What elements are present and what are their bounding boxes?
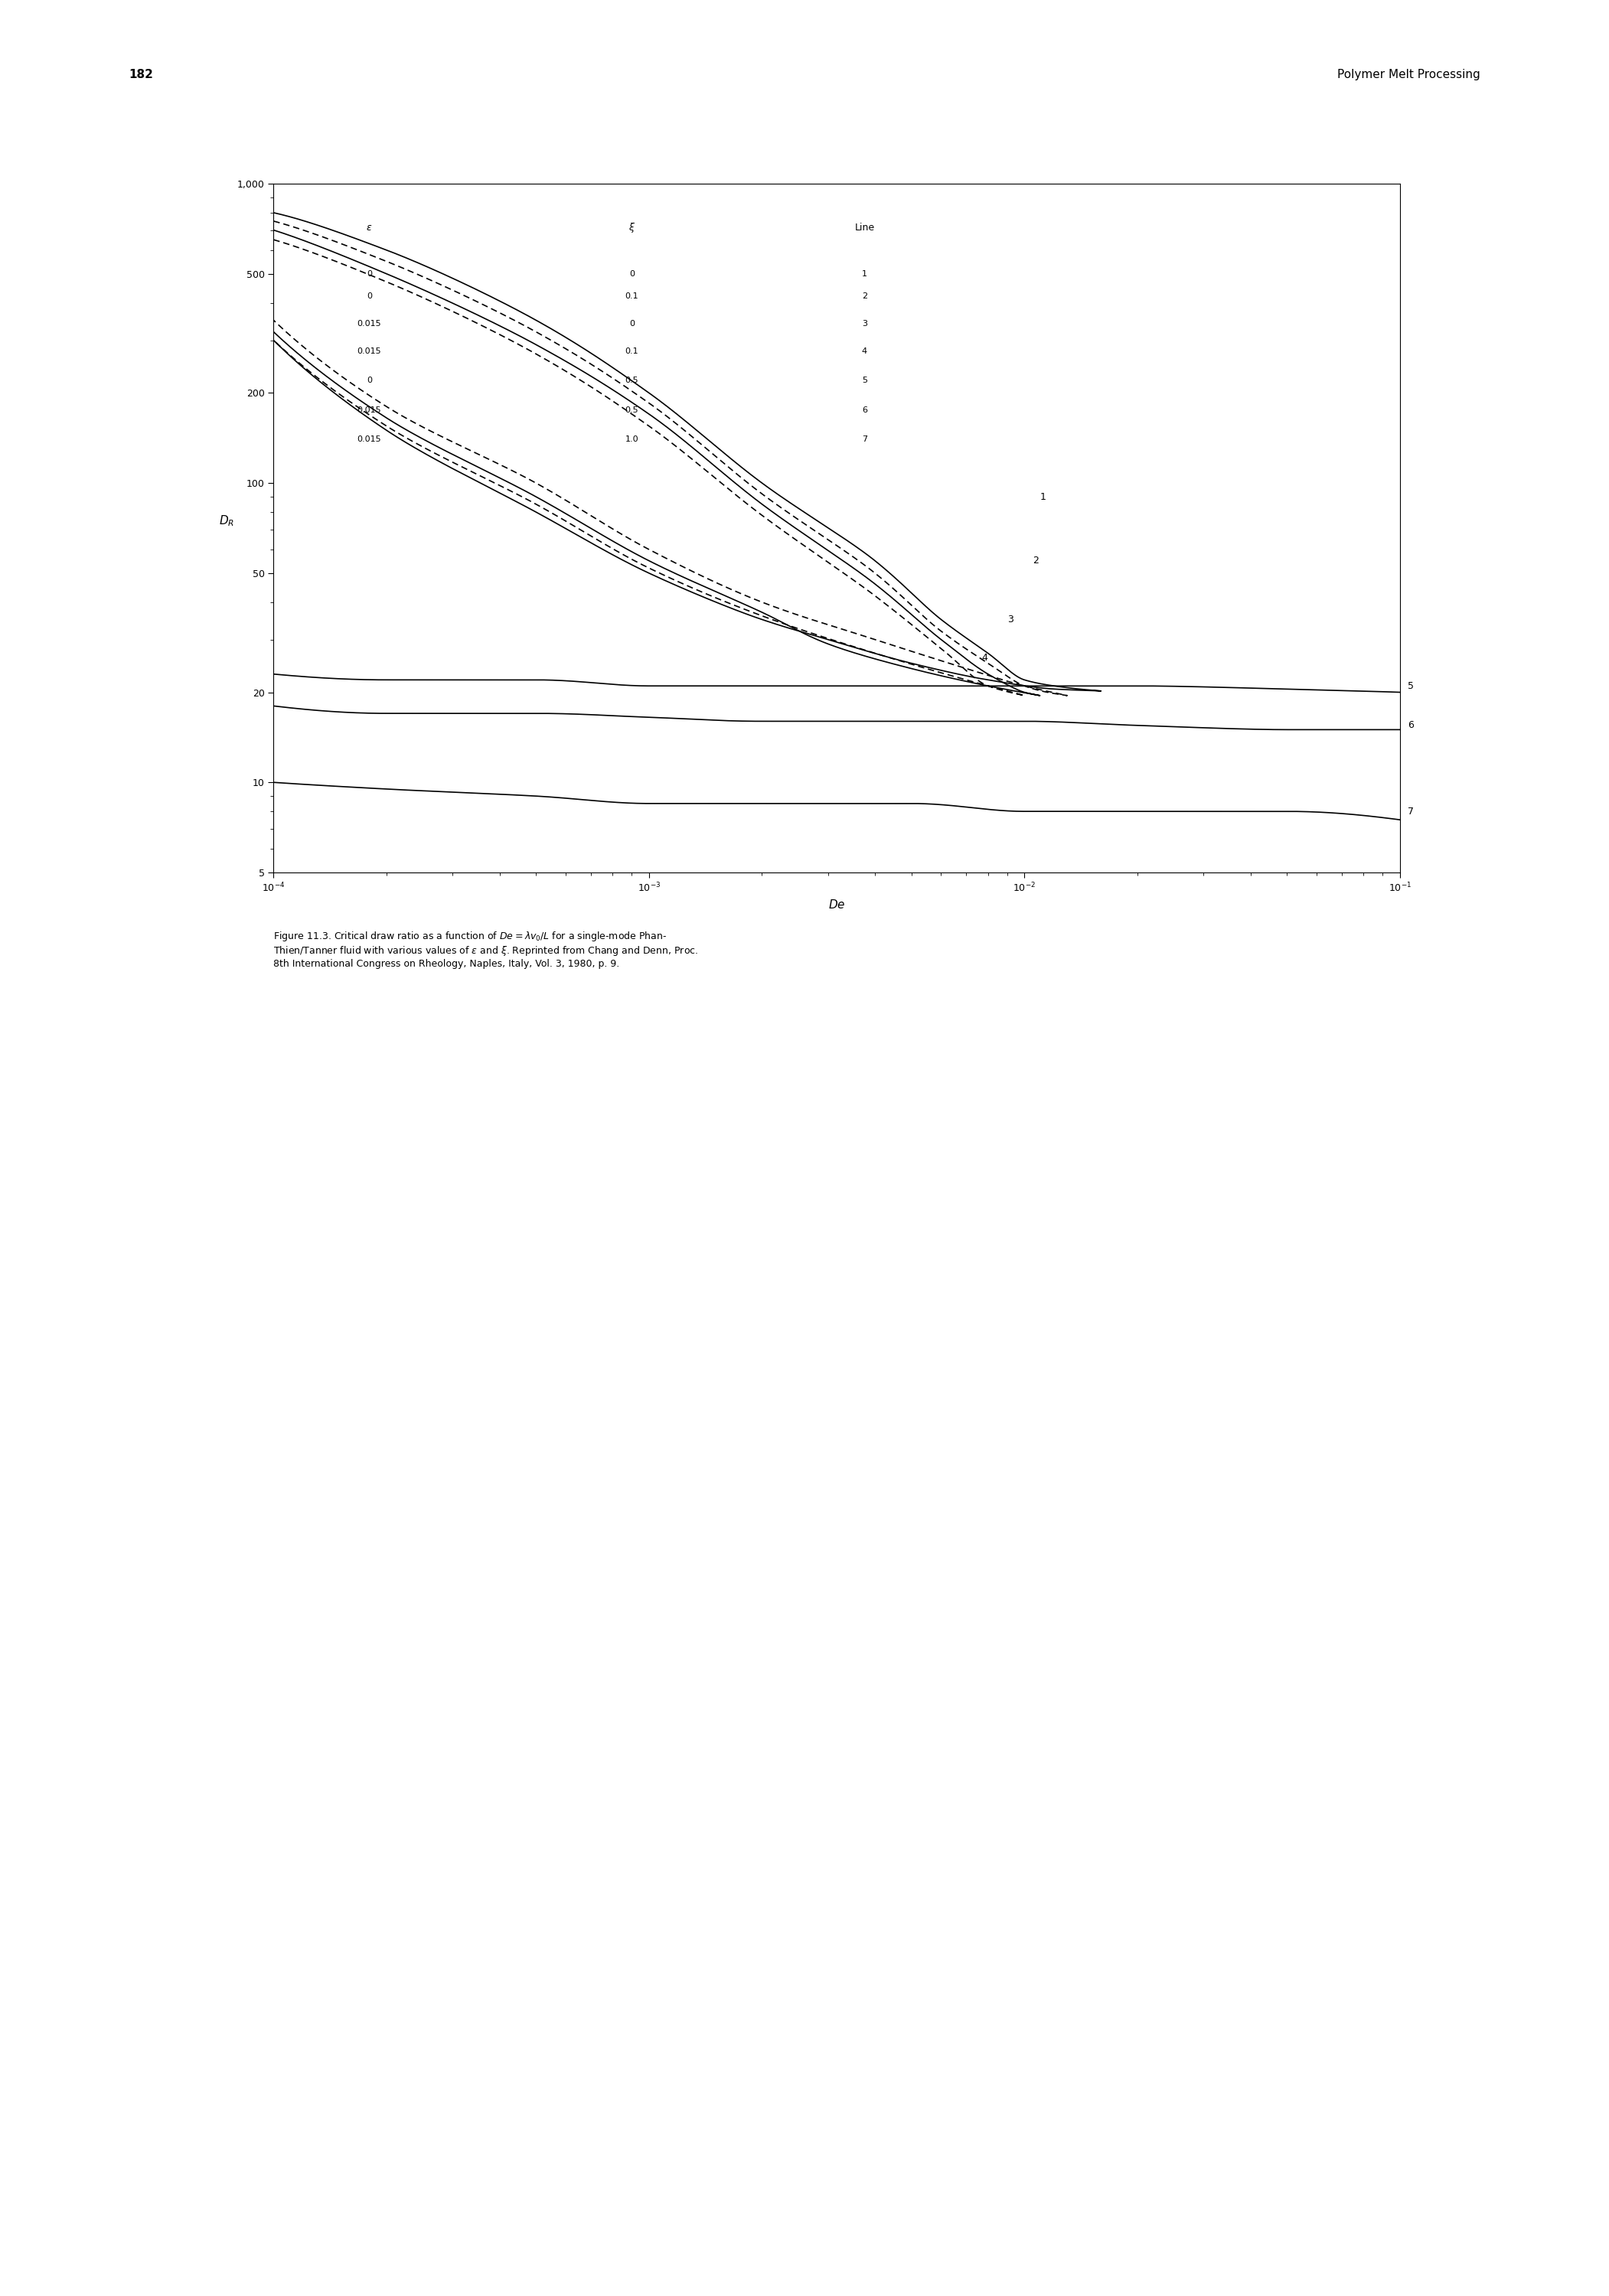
Text: 5: 5 [862,377,867,383]
Text: 182: 182 [129,69,153,80]
Y-axis label: $D_R$: $D_R$ [219,514,233,528]
Text: 0.1: 0.1 [624,292,639,301]
Text: 0: 0 [367,377,372,383]
Text: 3: 3 [1007,615,1014,625]
Text: 7: 7 [1408,806,1414,817]
Text: 0.015: 0.015 [357,436,381,443]
Text: 0.5: 0.5 [624,406,639,413]
Text: 1: 1 [862,271,867,278]
Text: 0.1: 0.1 [624,347,639,356]
Text: $\xi$: $\xi$ [628,220,636,234]
Text: 0.015: 0.015 [357,347,381,356]
Text: 2: 2 [862,292,867,301]
Text: 0.015: 0.015 [357,406,381,413]
Text: 0: 0 [367,292,372,301]
Text: 0: 0 [629,319,634,328]
Text: 4: 4 [981,652,988,664]
Text: 0: 0 [367,271,372,278]
Text: 7: 7 [862,436,867,443]
Text: 1: 1 [1039,491,1046,503]
Text: 0.5: 0.5 [624,377,639,383]
Text: 4: 4 [862,347,867,356]
Text: 6: 6 [862,406,867,413]
Text: 5: 5 [1408,682,1414,691]
X-axis label: $De$: $De$ [829,898,845,912]
Text: $\epsilon$: $\epsilon$ [367,223,373,232]
Text: Line: Line [854,223,874,232]
Text: 2: 2 [1033,556,1038,565]
Text: 0: 0 [629,271,634,278]
Text: Polymer Melt Processing: Polymer Melt Processing [1337,69,1480,80]
Text: 6: 6 [1408,721,1414,730]
Text: 3: 3 [862,319,867,328]
Text: 0.015: 0.015 [357,319,381,328]
Text: 1.0: 1.0 [624,436,639,443]
Text: Figure 11.3. Critical draw ratio as a function of $De = \lambda v_0/L$ for a sin: Figure 11.3. Critical draw ratio as a fu… [274,930,698,969]
